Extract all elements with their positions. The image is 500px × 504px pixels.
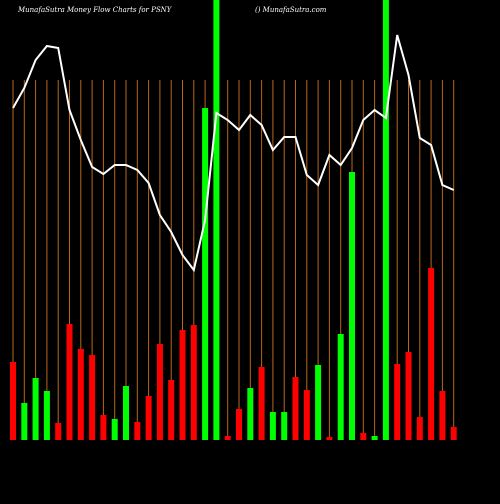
bar — [156, 344, 163, 440]
bar — [247, 388, 254, 440]
bar — [281, 412, 288, 440]
bar — [405, 352, 412, 440]
bar — [450, 427, 457, 440]
bar — [202, 108, 209, 440]
chart-title: MunafaSutra Money Flow Charts for PSNY — [17, 6, 173, 14]
bar — [303, 390, 310, 440]
bar — [394, 364, 401, 440]
bar — [100, 415, 107, 440]
bar — [10, 362, 16, 440]
bar — [66, 324, 73, 440]
bar — [428, 268, 435, 440]
bar — [123, 386, 129, 440]
bar — [179, 330, 186, 440]
bar — [190, 325, 197, 440]
bar — [269, 412, 276, 440]
bar — [258, 367, 265, 440]
bar — [32, 378, 39, 440]
bar — [337, 334, 344, 440]
bar — [439, 391, 446, 440]
bar — [360, 433, 367, 440]
bar — [134, 422, 141, 440]
bar — [236, 409, 242, 440]
bar — [315, 365, 322, 440]
bar — [224, 436, 231, 440]
bar — [349, 172, 355, 440]
bar — [168, 380, 175, 440]
bar — [371, 436, 378, 440]
bar — [43, 391, 50, 440]
bar — [21, 403, 28, 440]
money-flow-line — [12, 34, 455, 273]
bar — [292, 377, 299, 440]
bar — [55, 423, 62, 440]
chart-subtitle: () MunafaSutra.com — [255, 6, 327, 14]
bar — [382, 0, 389, 440]
bar — [326, 437, 333, 440]
bar — [111, 419, 118, 440]
bar — [145, 396, 152, 440]
bar — [416, 417, 423, 440]
bar — [89, 355, 96, 440]
bar — [213, 0, 220, 440]
bar — [77, 349, 84, 440]
